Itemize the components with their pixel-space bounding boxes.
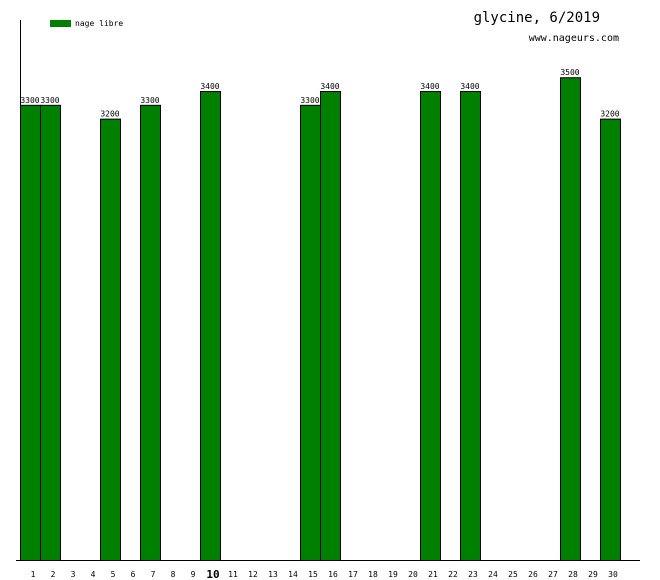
x-tick-label: 30 [608,570,618,579]
data-label: 3500 [560,68,579,77]
x-tick-label: 22 [448,570,458,579]
data-label: 3200 [100,110,119,119]
x-tick-label: 24 [488,570,498,579]
legend-swatch [50,20,71,27]
x-tick-label: 2 [51,570,56,579]
x-tick-label: 18 [368,570,378,579]
x-tick-label: 7 [151,570,156,579]
x-tick-label: 26 [528,570,538,579]
x-tick-label: 28 [568,570,578,579]
data-label: 3400 [200,82,219,91]
data-label: 3300 [20,96,39,105]
x-tick-label: 27 [548,570,558,579]
x-tick-label: 5 [111,570,116,579]
bar-day-28 [560,77,581,561]
data-label: 3200 [600,110,619,119]
data-label: 3300 [40,96,59,105]
x-tick-label: 12 [248,570,258,579]
chart-subtitle: www.nageurs.com [529,33,619,44]
data-label: 3400 [460,82,479,91]
x-tick-label: 11 [228,570,238,579]
x-tick-label: 21 [428,570,438,579]
x-tick-label: 9 [191,570,196,579]
x-tick-label: 6 [131,570,136,579]
chart-title: glycine, 6/2019 [474,10,600,26]
x-tick-label: 15 [308,570,318,579]
x-tick-label: 1 [31,570,36,579]
legend-label: nage libre [75,19,123,28]
bar-day-1 [20,104,41,562]
bar-day-2 [40,104,61,562]
bar-day-23 [460,91,481,561]
bar-day-21 [420,91,441,561]
bar-day-5 [100,118,121,561]
x-tick-label: 14 [288,570,298,579]
bar-day-7 [140,104,161,562]
data-label: 3400 [420,82,439,91]
x-tick-label: 23 [468,570,478,579]
bar-day-10 [200,91,221,561]
data-label: 3300 [300,96,319,105]
x-tick-label: 10 [206,568,219,580]
x-tick-label: 19 [388,570,398,579]
x-tick-label: 16 [328,570,338,579]
x-tick-label: 13 [268,570,278,579]
data-label: 3300 [140,96,159,105]
x-tick-label: 25 [508,570,518,579]
x-tick-label: 20 [408,570,418,579]
data-label: 3400 [320,82,339,91]
bar-day-16 [320,91,341,561]
x-tick-label: 3 [71,570,76,579]
bar-day-15 [300,104,321,562]
bar-day-30 [600,118,621,561]
x-tick-label: 29 [588,570,598,579]
x-tick-label: 4 [91,570,96,579]
x-tick-label: 17 [348,570,358,579]
x-tick-label: 8 [171,570,176,579]
